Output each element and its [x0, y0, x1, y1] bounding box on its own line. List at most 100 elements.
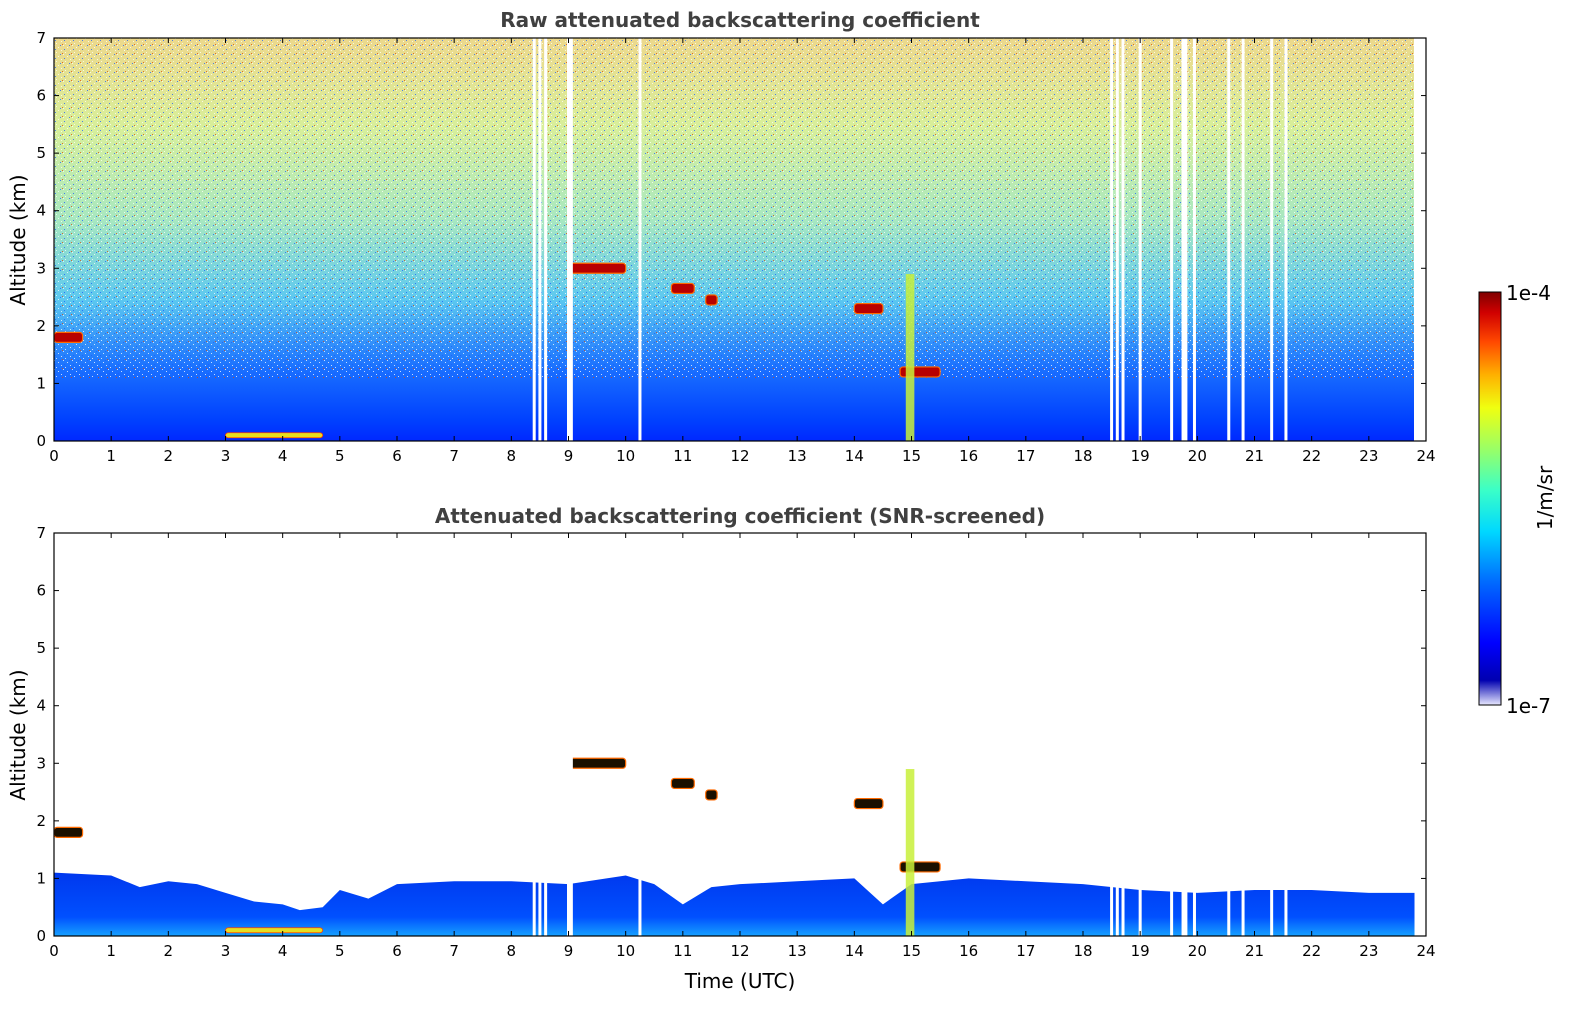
missing-profile-gap — [1184, 38, 1188, 441]
boundary-layer-area — [54, 872, 1415, 936]
y-tick-label: 4 — [36, 202, 46, 220]
x-tick-label: 23 — [1359, 447, 1378, 465]
x-tick-label: 15 — [902, 447, 921, 465]
y-tick-label: 2 — [36, 812, 46, 830]
missing-profile-gap — [569, 533, 573, 936]
missing-profile-gap — [1121, 38, 1125, 441]
x-tick-label: 20 — [1188, 447, 1207, 465]
missing-profile-gap — [1110, 38, 1114, 441]
x-tick-label: 7 — [449, 942, 459, 960]
x-tick-label: 1 — [106, 942, 116, 960]
missing-profile-gap — [1170, 38, 1174, 441]
panel-snr-title: Attenuated backscattering coefficient (S… — [435, 504, 1045, 528]
x-tick-label: 13 — [788, 942, 807, 960]
no-data-region — [1414, 533, 1426, 936]
x-tick-label: 12 — [730, 942, 749, 960]
cloud-layer-mark — [54, 826, 84, 838]
x-tick-label: 23 — [1359, 942, 1378, 960]
x-tick-label: 6 — [392, 942, 402, 960]
colorbar-gradient — [1478, 291, 1502, 706]
y-tick-label: 7 — [36, 29, 46, 47]
missing-profile-gap — [1138, 38, 1142, 441]
missing-profile-gap — [638, 533, 642, 936]
x-tick-label: 11 — [673, 942, 692, 960]
missing-profile-gap — [538, 533, 542, 936]
panel-snr-ylabel: Altitude (km) — [6, 669, 30, 800]
missing-profile-gap — [1121, 533, 1125, 936]
plume-column-mark — [905, 769, 915, 936]
missing-profile-gap — [1181, 38, 1185, 441]
plume-column-mark — [905, 274, 915, 441]
x-tick-label: 21 — [1245, 942, 1264, 960]
missing-profile-gap — [1241, 38, 1245, 441]
panel-snr: Attenuated backscattering coefficient (S… — [6, 504, 1436, 993]
missing-profile-gap — [538, 38, 542, 441]
x-tick-label: 3 — [221, 447, 231, 465]
x-tick-label: 2 — [164, 447, 174, 465]
x-tick-label: 21 — [1245, 447, 1264, 465]
raw-noise-speckle — [54, 38, 1414, 378]
missing-profile-gap — [1284, 38, 1288, 441]
x-tick-label: 0 — [49, 942, 59, 960]
x-tick-label: 6 — [392, 447, 402, 465]
missing-profile-gap — [1227, 533, 1231, 936]
y-tick-label: 6 — [36, 87, 46, 105]
missing-profile-gap — [1241, 533, 1245, 936]
x-tick-label: 5 — [335, 942, 345, 960]
x-tick-label: 10 — [616, 942, 635, 960]
cloud-layer-mark — [54, 331, 84, 343]
y-tick-label: 5 — [36, 144, 46, 162]
y-tick-label: 7 — [36, 524, 46, 542]
missing-profile-gap — [544, 533, 548, 936]
missing-profile-gap — [1170, 533, 1174, 936]
y-tick-label: 6 — [36, 582, 46, 600]
y-tick-label: 3 — [36, 259, 46, 277]
missing-profile-gap — [544, 38, 548, 441]
y-tick-label: 0 — [36, 432, 46, 450]
cloud-layer-mark — [567, 757, 627, 769]
missing-profile-gap — [1192, 533, 1196, 936]
missing-profile-gap — [567, 533, 570, 936]
colorbar-max-label: 1e-4 — [1506, 281, 1551, 305]
y-tick-label: 3 — [36, 754, 46, 772]
colorbar-min-label: 1e-7 — [1506, 694, 1551, 718]
x-tick-label: 1 — [106, 447, 116, 465]
x-tick-label: 5 — [335, 447, 345, 465]
surface-layer-mark — [225, 927, 324, 934]
missing-profile-gap — [532, 38, 536, 441]
x-tick-label: 20 — [1188, 942, 1207, 960]
cloud-layer-mark — [670, 777, 695, 790]
missing-profile-gap — [1192, 38, 1196, 441]
y-tick-label: 1 — [36, 869, 46, 887]
x-tick-label: 8 — [507, 447, 517, 465]
surface-layer-mark — [225, 432, 324, 439]
x-tick-label: 2 — [164, 942, 174, 960]
missing-profile-gap — [1110, 533, 1114, 936]
x-tick-label: 4 — [278, 447, 288, 465]
x-tick-label: 10 — [616, 447, 635, 465]
y-tick-label: 0 — [36, 927, 46, 945]
panel-raw-heatmap — [54, 38, 1426, 441]
x-tick-label: 24 — [1416, 447, 1435, 465]
missing-profile-gap — [638, 38, 642, 441]
panel-snr-xlabel: Time (UTC) — [684, 969, 796, 993]
x-tick-label: 14 — [845, 447, 864, 465]
cloud-layer-mark — [853, 797, 884, 810]
x-tick-label: 3 — [221, 942, 231, 960]
colorbar: 1e-4 1e-7 1/m/sr — [1478, 281, 1557, 718]
y-tick-label: 5 — [36, 639, 46, 657]
x-tick-label: 0 — [49, 447, 59, 465]
x-tick-label: 14 — [845, 942, 864, 960]
x-tick-label: 7 — [449, 447, 459, 465]
x-tick-label: 22 — [1302, 447, 1321, 465]
panel-snr-heatmap — [54, 533, 1426, 936]
y-tick-label: 2 — [36, 317, 46, 335]
missing-profile-gap — [1115, 38, 1119, 441]
x-tick-label: 18 — [1073, 942, 1092, 960]
panel-raw-title: Raw attenuated backscattering coefficien… — [500, 8, 980, 32]
missing-profile-gap — [1184, 533, 1188, 936]
x-tick-label: 11 — [673, 447, 692, 465]
missing-profile-gap — [1115, 533, 1119, 936]
cloud-layer-mark — [705, 294, 718, 306]
